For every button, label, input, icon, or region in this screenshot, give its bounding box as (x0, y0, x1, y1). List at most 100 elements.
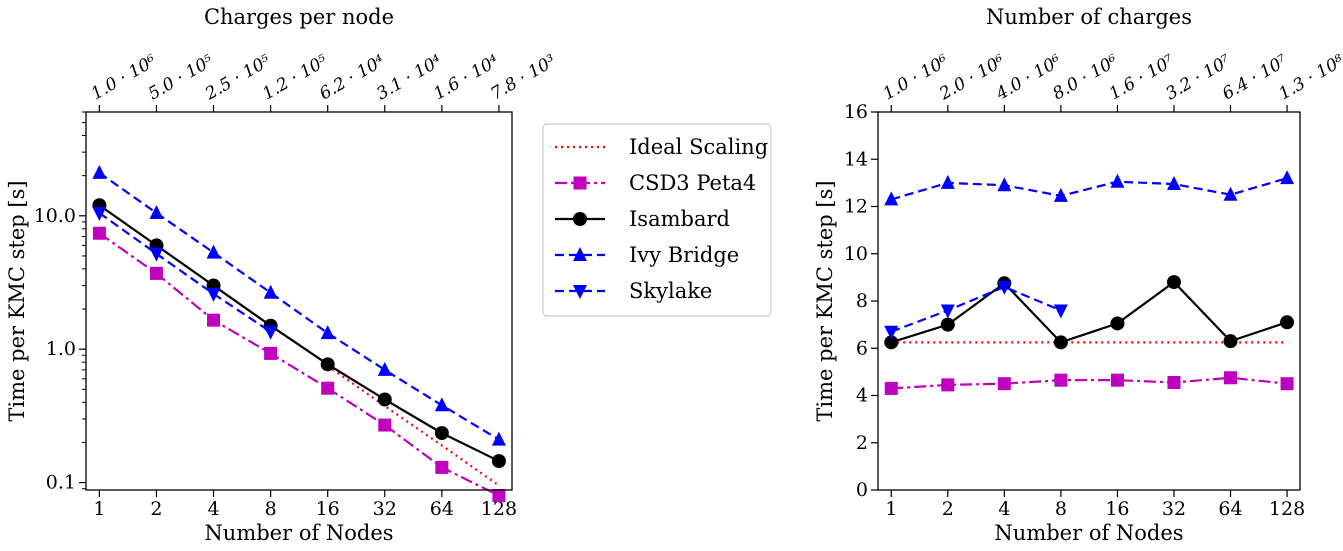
ivy-bridge-point (377, 361, 392, 376)
x-tick-label: 16 (316, 498, 340, 520)
legend-entry-skylake: Skylake (555, 279, 712, 303)
isambard-point (1110, 316, 1125, 331)
ivy-bridge-point (940, 174, 955, 189)
ivy-bridge-point (1223, 186, 1238, 201)
legend-box (542, 123, 772, 317)
ivy-bridge-point (434, 397, 449, 412)
legend-marker (573, 176, 587, 190)
legend-entry-isambard: Isambard (555, 207, 730, 231)
legend-marker (573, 285, 587, 299)
top-x-tick-label: 2.5 · 10⁵ (201, 51, 274, 105)
top-x-axis-title: Number of charges (986, 5, 1192, 29)
series-isambard (92, 198, 506, 469)
skylake-line (98, 212, 272, 333)
ivy-bridge-point (1166, 176, 1181, 191)
top-x-tick-label: 7.8 · 10³ (487, 51, 559, 104)
ivy-bridge-point (206, 244, 221, 259)
series-ivy-bridge (92, 164, 506, 446)
csd3-peta4-point (149, 266, 163, 280)
isambard-point (491, 454, 506, 469)
x-tick-label: 64 (430, 498, 454, 520)
legend-label: Skylake (629, 279, 712, 303)
ivy-bridge-point (263, 284, 278, 299)
legend-label: Ideal Scaling (629, 135, 768, 159)
x-tick-label: 2 (150, 498, 162, 520)
csd3-peta4-point (1167, 376, 1181, 390)
skylake-point (149, 247, 164, 262)
csd3-peta4-point (941, 378, 955, 392)
ivy-bridge-line (890, 177, 1288, 201)
csd3-peta4-point (997, 377, 1011, 391)
series-ivy-bridge (884, 170, 1295, 206)
x-tick-label: 4 (998, 498, 1010, 520)
x-tick-label: 32 (1162, 498, 1186, 520)
skylake-point (997, 280, 1012, 295)
csd3-peta4-line (891, 376, 1288, 390)
ivy-bridge-point (149, 204, 164, 219)
y-tick-label: 1.0 (46, 338, 76, 360)
isambard-point (940, 317, 955, 332)
skylake-point (884, 325, 899, 340)
skylake-point (92, 206, 107, 221)
ivy-bridge-point (320, 325, 335, 340)
y-tick-label: 8 (856, 290, 868, 312)
x-tick-label: 1 (885, 498, 897, 520)
x-tick-label: 1 (93, 498, 105, 520)
y-tick-label: 0.1 (46, 472, 76, 494)
isambard-line (890, 280, 1288, 344)
top-x-axis-title: Charges per node (204, 5, 394, 29)
skylake-point (263, 325, 278, 340)
x-axis-title: Number of Nodes (204, 521, 393, 545)
isambard-point (1223, 334, 1238, 349)
legend-label: CSD3 Peta4 (629, 171, 756, 195)
skylake-point (206, 287, 221, 302)
plot-frame (85, 111, 513, 491)
y-tick-label: 0 (856, 479, 868, 501)
ivy-bridge-point (491, 431, 506, 446)
csd3-peta4-point (92, 226, 106, 240)
ivy-bridge-line (98, 171, 500, 441)
x-tick-label: 2 (942, 498, 954, 520)
series-skylake (884, 280, 1068, 340)
legend-entry-ivy-bridge: Ivy Bridge (555, 243, 739, 267)
y-tick-label: 10 (844, 243, 868, 265)
csd3-peta4-point (264, 346, 278, 360)
legend-label: Ivy Bridge (629, 243, 739, 267)
csd3-peta4-point (1224, 371, 1238, 385)
legend-marker (573, 212, 587, 226)
x-tick-label: 128 (481, 498, 517, 520)
y-axis-title: Time per KMC step [s] (813, 180, 837, 421)
ivy-bridge-point (92, 164, 107, 179)
legend-label: Isambard (629, 207, 730, 231)
x-axis-title: Number of Nodes (994, 521, 1183, 545)
skylake-line (890, 285, 1062, 333)
series-ideal-scaling (327, 364, 500, 487)
y-tick-label: 14 (844, 148, 868, 170)
csd3-peta4-point (1110, 373, 1124, 387)
x-tick-label: 32 (373, 498, 397, 520)
isambard-point (377, 392, 392, 407)
ivy-bridge-point (1280, 170, 1295, 185)
y-tick-label: 4 (856, 385, 868, 407)
csd3-peta4-point (435, 460, 449, 474)
csd3-peta4-point (207, 313, 221, 327)
series-csd3-peta4 (884, 371, 1294, 395)
isambard-point (434, 426, 449, 441)
legend-entry-ideal-scaling: Ideal Scaling (555, 135, 768, 159)
x-tick-label: 64 (1218, 498, 1242, 520)
legend: Ideal Scaling CSD3 Peta4 Isambard Ivy Bridg… (542, 123, 772, 317)
legend-marker (573, 247, 587, 261)
series-csd3-peta4 (92, 226, 506, 503)
csd3-peta4-point (1054, 373, 1068, 387)
csd3-peta4-point (1280, 377, 1294, 391)
ivy-bridge-point (1110, 173, 1125, 188)
isambard-line (98, 204, 500, 463)
series-isambard (884, 275, 1295, 350)
y-tick-label: 2 (856, 432, 868, 454)
csd3-peta4-point (492, 489, 506, 503)
legend-entry-csd3-peta4: CSD3 Peta4 (555, 171, 756, 195)
isambard-point (1166, 275, 1181, 290)
x-tick-label: 4 (207, 498, 219, 520)
